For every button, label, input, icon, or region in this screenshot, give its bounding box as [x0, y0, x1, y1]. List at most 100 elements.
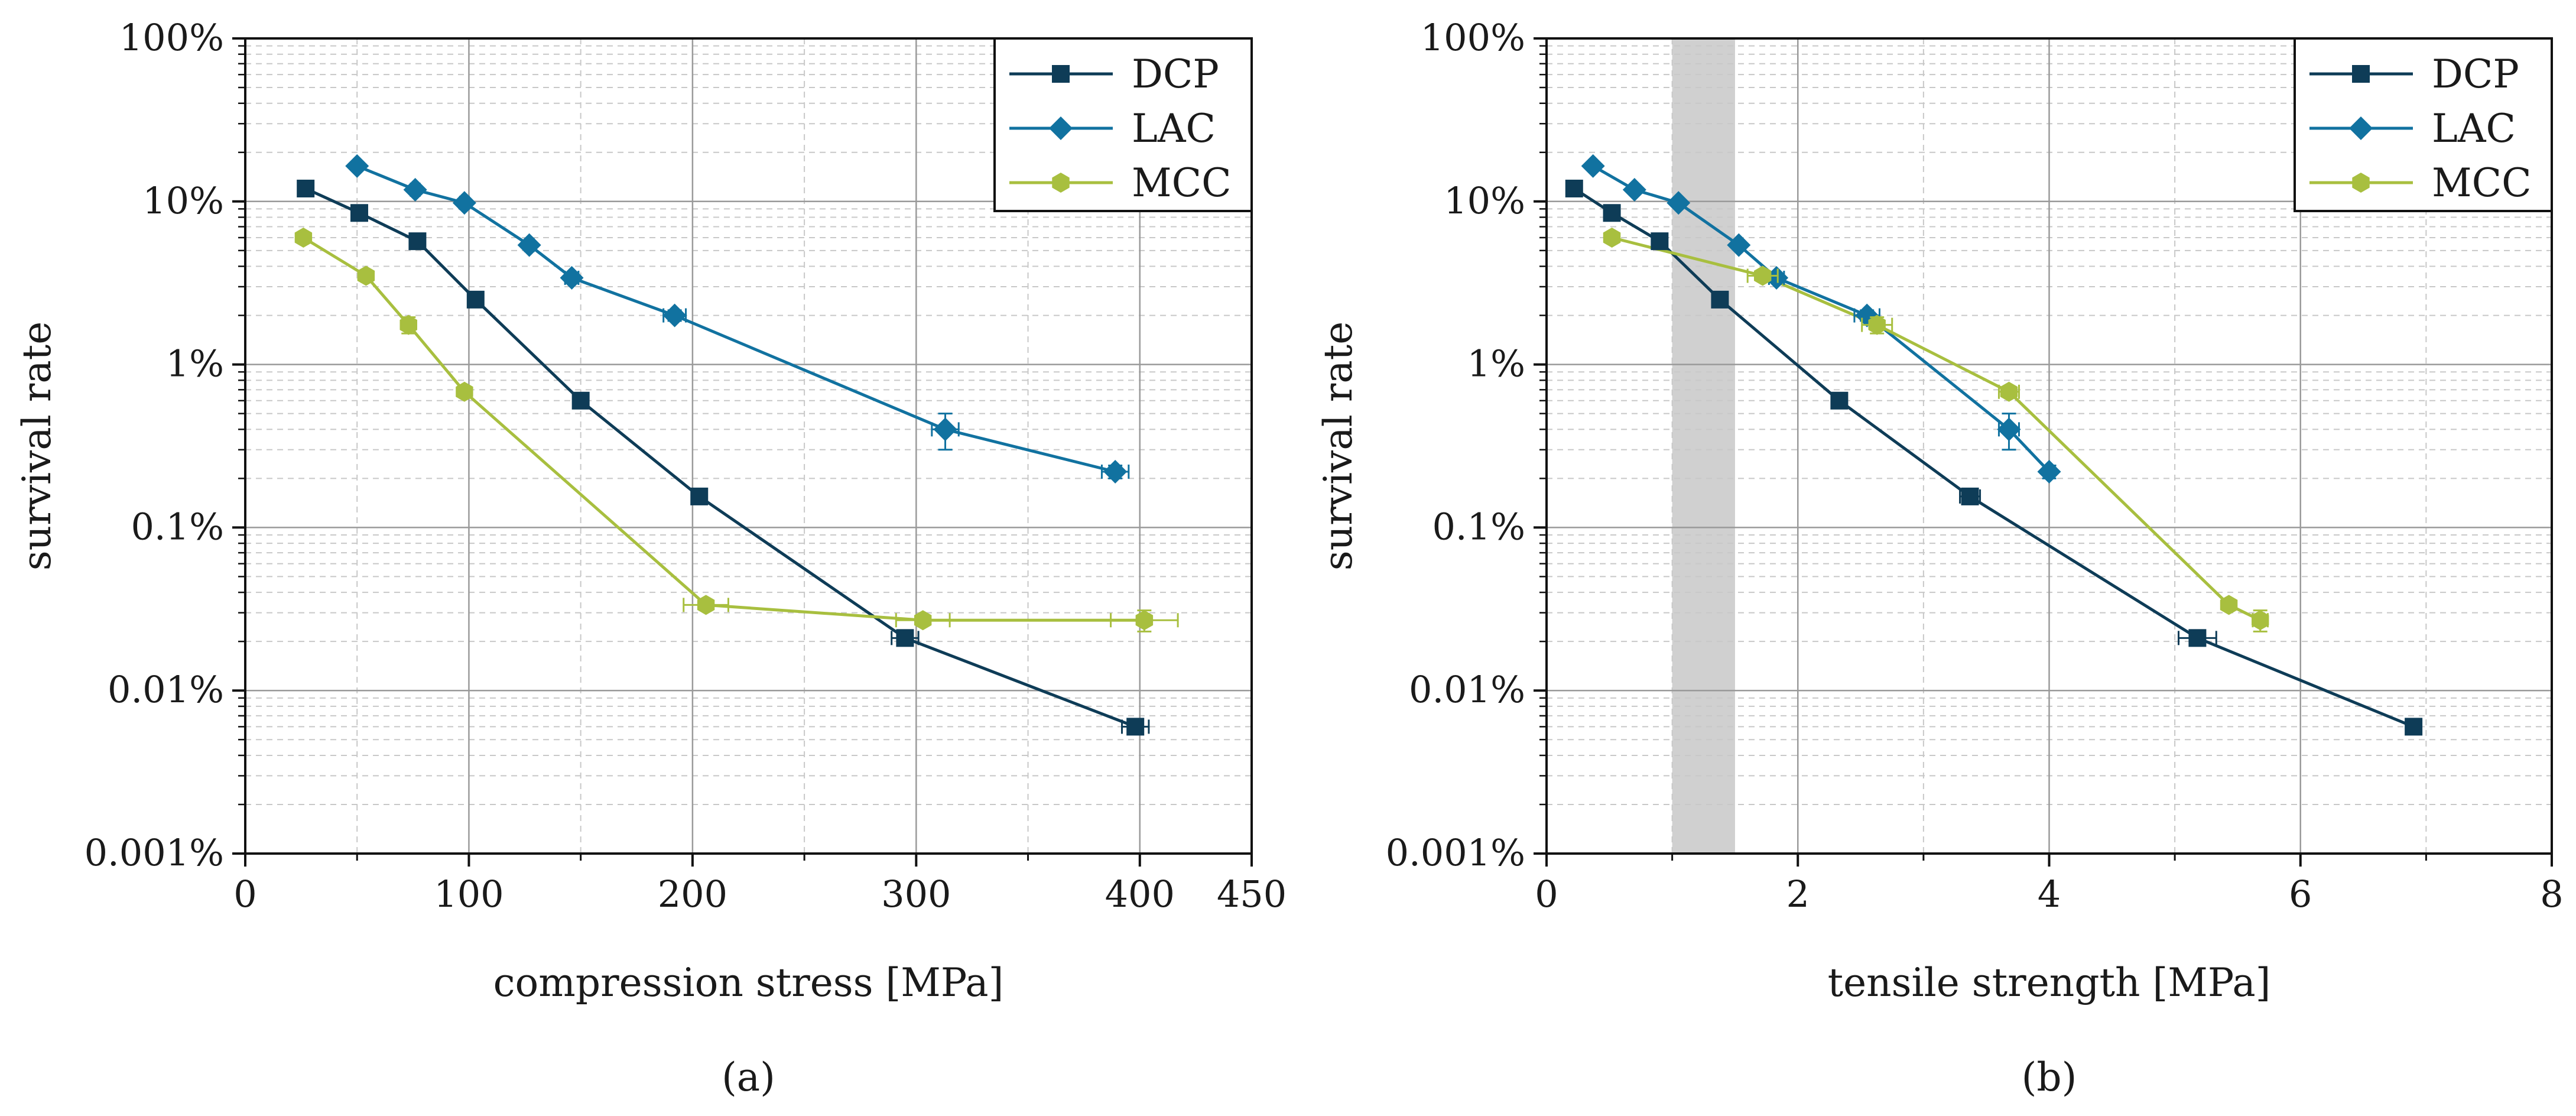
y-tick-label: 0.1%: [1432, 505, 1525, 548]
data-point-mcc: [2000, 381, 2018, 402]
data-point-lac: [933, 417, 957, 442]
data-point-lac: [1622, 177, 1646, 202]
x-tick-label: 100: [434, 872, 503, 916]
data-point-lac: [345, 154, 369, 178]
legend-marker-mcc: [1052, 173, 1070, 193]
data-point-lac: [403, 177, 427, 202]
data-point-lac: [2037, 459, 2061, 484]
y-tick-label: 1%: [1467, 342, 1525, 385]
data-point-dcp: [1565, 179, 1583, 197]
data-point-mcc: [914, 610, 932, 631]
legend-marker-dcp: [1052, 65, 1070, 83]
data-point-lac: [517, 233, 541, 257]
data-point-dcp: [350, 204, 369, 222]
legend: DCP LAC MCC: [2294, 37, 2553, 212]
data-point-lac: [1997, 417, 2021, 442]
x-tick-label: 200: [658, 872, 727, 916]
legend: DCP LAC MCC: [993, 37, 1253, 212]
legend-label-dcp: DCP: [2432, 51, 2519, 97]
data-point-dcp: [297, 179, 315, 197]
x-axis-label: tensile strength [MPa]: [1828, 960, 2271, 1005]
data-point-lac: [1581, 154, 1605, 178]
plot-frame: [244, 37, 1253, 855]
data-point-lac: [662, 303, 687, 327]
data-point-lac: [1103, 459, 1128, 484]
x-tick-label: 8: [2540, 872, 2563, 916]
data-point-dcp: [1603, 204, 1621, 222]
y-tick-label: 0.01%: [1409, 668, 1525, 711]
chart-panel-b: 0 2 4 6 8 0.001% 0.01% 0.1% 1% 10% 100% tensile str…: [1315, 16, 2564, 1100]
grid: [244, 37, 1253, 855]
x-tick-label: 6: [2289, 872, 2312, 916]
data-point-mcc: [294, 228, 313, 248]
data-point-mcc: [697, 595, 715, 615]
x-tick-label: 4: [2038, 872, 2061, 916]
data-point-mcc: [357, 265, 375, 286]
panel-caption: (b): [2022, 1055, 2077, 1100]
data-point-mcc: [1135, 610, 1154, 631]
data-point-dcp: [466, 290, 485, 309]
x-tick-label: 0: [1535, 872, 1558, 916]
y-tick-label: 100%: [1421, 16, 1525, 59]
data-point-mcc: [399, 314, 417, 335]
panel-caption: (a): [722, 1055, 775, 1100]
y-tick-label: 0.1%: [131, 505, 224, 548]
data-point-lac: [560, 266, 584, 290]
data-point-mcc: [2252, 610, 2269, 631]
data-point-dcp: [1126, 718, 1145, 736]
series-points-lac: [1581, 154, 2061, 484]
data-point-lac: [1667, 191, 1691, 215]
series-line-dcp: [305, 187, 1136, 728]
y-axis-label: survival rate: [14, 322, 60, 571]
y-axis-label: survival rate: [1315, 322, 1361, 571]
data-point-dcp: [1651, 232, 1669, 251]
data-point-mcc: [1754, 265, 1772, 286]
series-line-lac: [1592, 164, 2051, 473]
y-tick-label: 0.01%: [108, 668, 224, 711]
data-point-dcp: [690, 487, 709, 505]
data-point-dcp: [1711, 290, 1729, 309]
legend-marker-lac: [1049, 116, 1073, 140]
data-point-dcp: [2188, 629, 2207, 647]
data-point-mcc: [2220, 595, 2238, 615]
data-point-mcc: [1603, 228, 1621, 248]
legend-marker-dcp: [2352, 65, 2370, 83]
x-tick-label: 300: [881, 872, 951, 916]
legend-label-lac: LAC: [2432, 106, 2516, 151]
y-tick-label: 0.001%: [85, 831, 224, 874]
data-point-mcc: [1868, 314, 1886, 335]
data-point-lac: [452, 191, 476, 215]
legend-label-mcc: MCC: [1132, 160, 1232, 206]
legend-label-lac: LAC: [1132, 106, 1216, 151]
legend-label-dcp: DCP: [1132, 51, 1219, 97]
y-tick-label: 10%: [142, 179, 224, 222]
y-tick-label: 1%: [166, 342, 224, 385]
x-tick-label: 2: [1786, 872, 1810, 916]
data-point-dcp: [1961, 487, 1979, 505]
legend-label-mcc: MCC: [2432, 160, 2532, 206]
data-point-dcp: [2405, 718, 2423, 736]
data-point-dcp: [571, 391, 590, 410]
y-tick-label: 0.001%: [1386, 831, 1525, 874]
series-points-mcc: [294, 228, 1179, 632]
series-points-mcc: [1603, 228, 2269, 632]
x-tick-label: 0: [233, 872, 256, 916]
y-tick-label: 100%: [119, 16, 224, 59]
x-tick-label: 450: [1217, 872, 1287, 916]
data-point-dcp: [1830, 391, 1849, 410]
data-point-mcc: [456, 381, 473, 402]
legend-marker-mcc: [2352, 173, 2370, 193]
series-points-lac: [345, 154, 1130, 484]
series-points-dcp: [297, 179, 1150, 736]
data-point-dcp: [896, 629, 914, 647]
chart-panel-a: 0 100 200 300 400 450 0.001% 0.01% 0.1% 1% 10% 100%…: [14, 16, 1287, 1100]
data-point-dcp: [408, 232, 427, 251]
data-point-lac: [1727, 233, 1751, 257]
x-axis-label: compression stress [MPa]: [493, 960, 1004, 1005]
y-tick-label: 10%: [1444, 179, 1525, 222]
legend-marker-lac: [2349, 116, 2373, 140]
shaded-band: [1672, 38, 1735, 854]
x-tick-label: 400: [1105, 872, 1175, 916]
series-points-dcp: [1565, 179, 2423, 736]
